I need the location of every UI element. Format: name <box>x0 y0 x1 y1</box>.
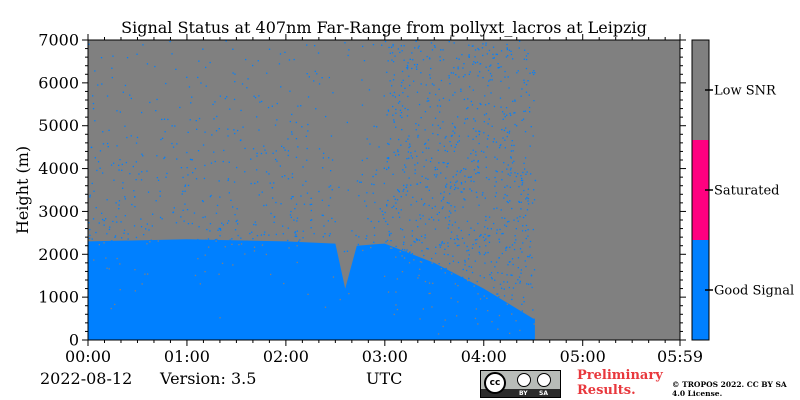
colorbar-label: Saturated <box>714 184 779 199</box>
version-label: Version: 3.5 <box>160 369 257 388</box>
colorbar: Low SNR Saturated Good Signal <box>691 39 794 341</box>
colorbar-segment <box>692 240 709 340</box>
cc-license-badge: cc BY SA <box>480 370 561 398</box>
y-tick-label: 1000 <box>38 288 79 307</box>
x-tick-label: 05:59 <box>657 347 703 366</box>
plot-area <box>88 40 680 340</box>
colorbar-label: Low SNR <box>714 84 777 99</box>
y-tick-label: 0 <box>69 331 79 350</box>
colorbar-frame <box>691 39 710 341</box>
signal-noise-speckle <box>88 40 537 335</box>
preliminary-results-label: Preliminary Results. <box>577 368 663 398</box>
x-tick-label: 03:00 <box>362 347 408 366</box>
y-tick-label: 7000 <box>38 31 79 50</box>
good-signal-region <box>88 239 535 340</box>
chart-title: Signal Status at 407nm Far-Range from po… <box>121 18 647 37</box>
plot-frame <box>87 39 681 341</box>
badge-by-label: BY <box>519 390 528 397</box>
sa-icon <box>537 373 551 387</box>
x-tick-label: 02:00 <box>263 347 309 366</box>
colorbar-label: Good Signal <box>714 284 794 299</box>
copyright-label: © TROPOS 2022. CC BY SA 4.0 License. <box>672 380 787 398</box>
y-tick-label: 6000 <box>38 73 79 92</box>
x-tick-label: 04:00 <box>461 347 507 366</box>
y-axis-label: Height (m) <box>13 146 32 234</box>
x-tick-label: 01:00 <box>164 347 210 366</box>
date-label: 2022-08-12 <box>40 369 133 388</box>
x-tick-label: 00:00 <box>65 347 111 366</box>
x-axis-label: UTC <box>366 369 403 388</box>
y-tick-label: 5000 <box>38 116 79 135</box>
y-tick-label: 3000 <box>38 202 79 221</box>
y-axis: 0 1000 2000 3000 4000 5000 6000 7000 <box>38 31 686 350</box>
colorbar-segment <box>692 140 709 240</box>
colorbar-segment <box>692 40 709 140</box>
x-tick-label: 05:00 <box>560 347 606 366</box>
y-tick-label: 2000 <box>38 245 79 264</box>
y-tick-label: 4000 <box>38 159 79 178</box>
by-icon <box>517 373 531 387</box>
cc-icon: cc <box>484 372 506 394</box>
x-axis: 00:00 01:00 02:00 03:00 04:00 05:00 05:59 <box>65 34 703 366</box>
badge-sa-label: SA <box>539 390 548 397</box>
